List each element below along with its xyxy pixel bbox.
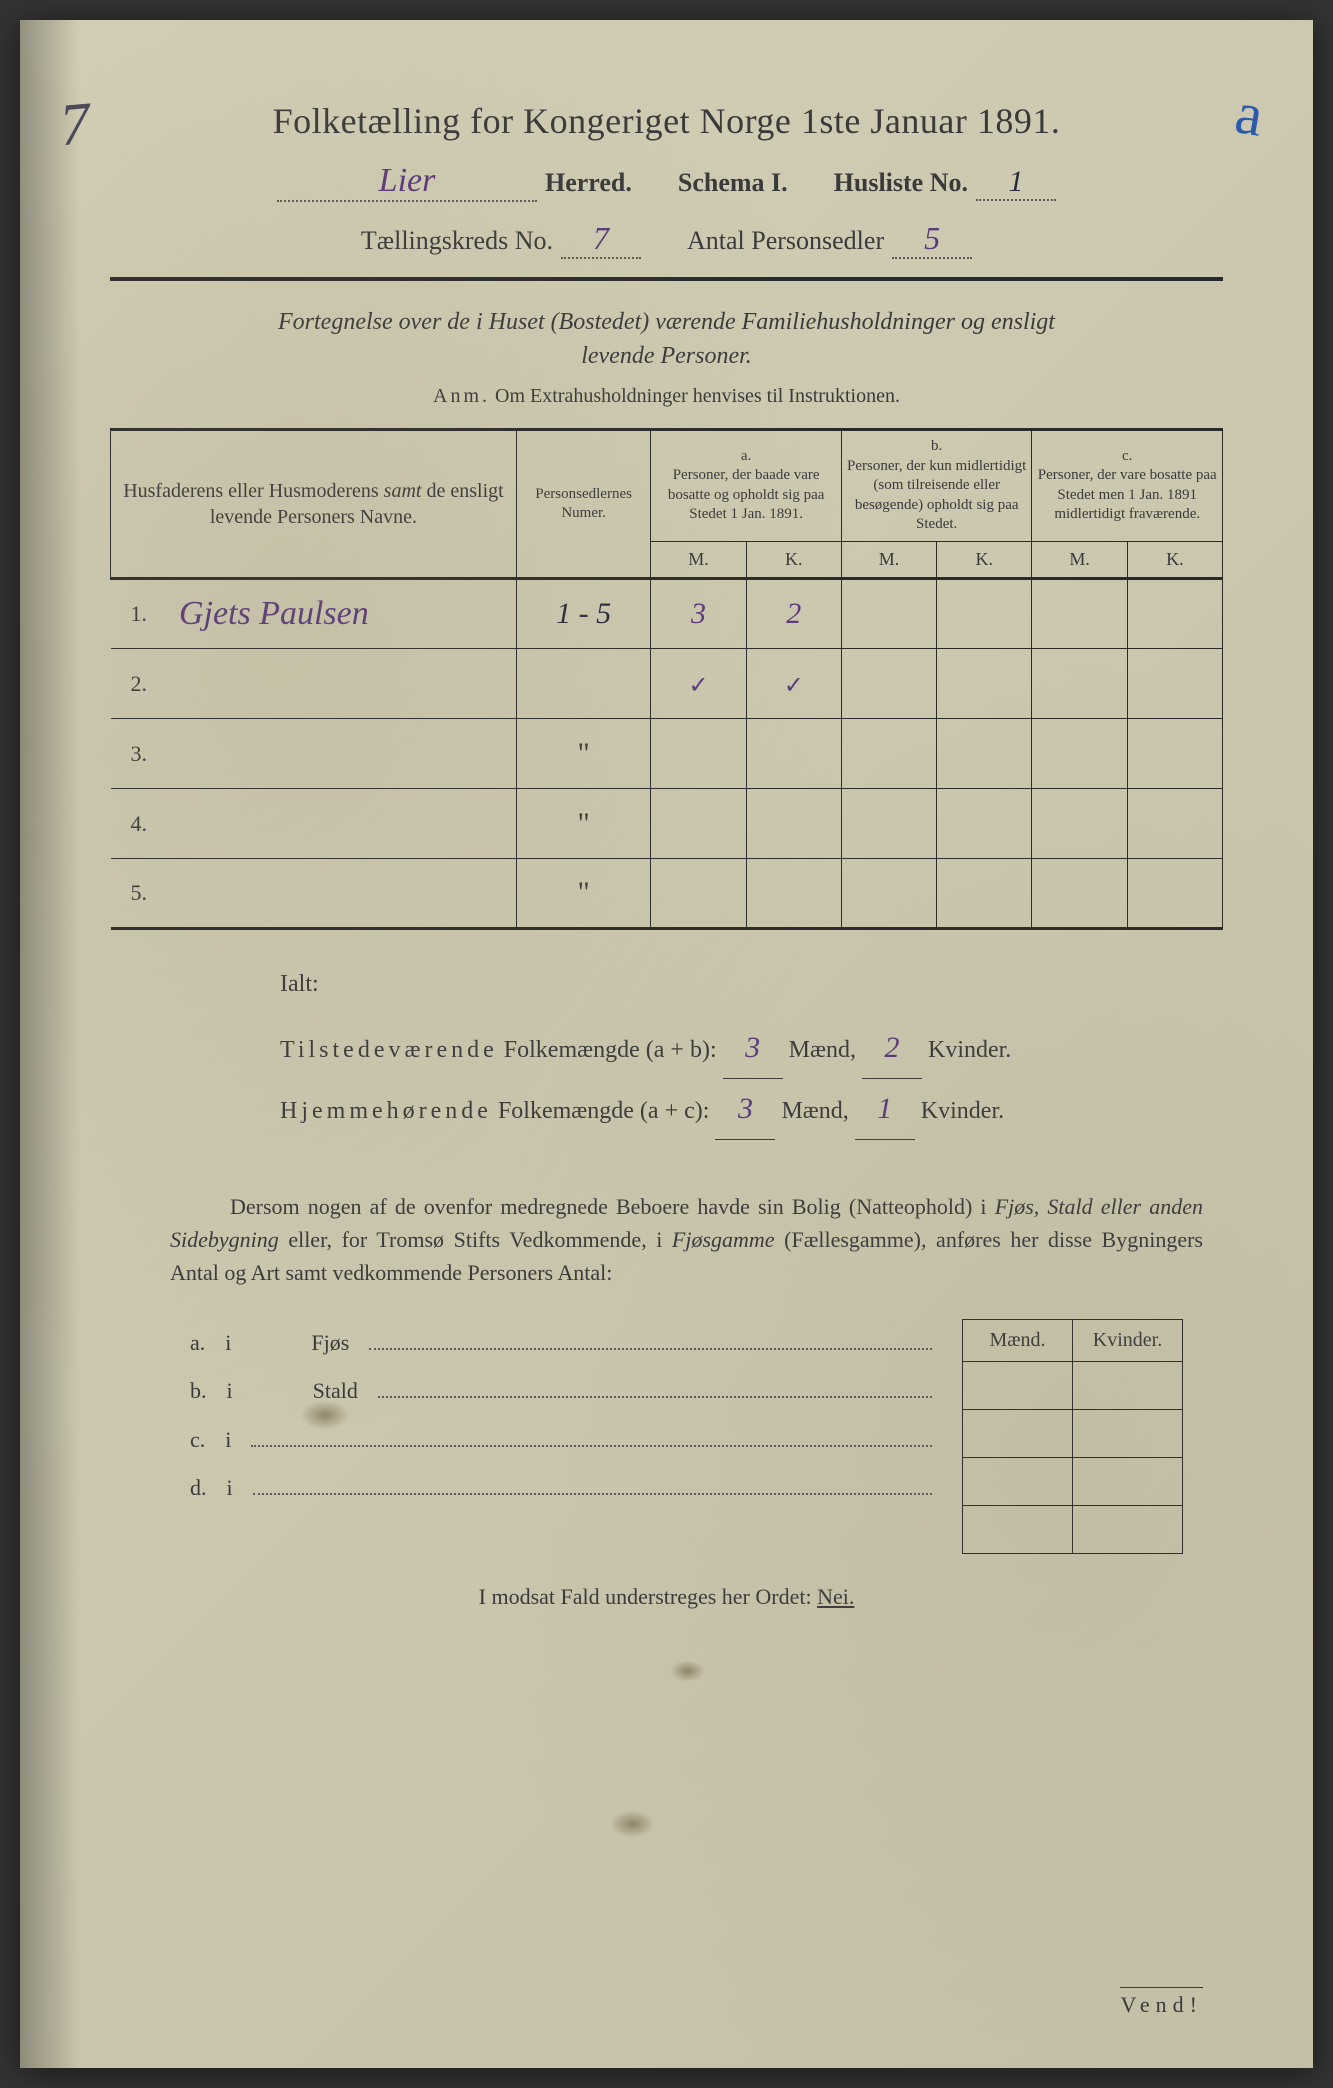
paper-stain [670,1660,705,1682]
table-row: 2. ✓ ✓ [111,649,1223,719]
main-table: Husfaderens eller Husmoderens samt de en… [110,428,1223,930]
totals-line-present: Tilstedeværende Folkemængde (a + b): 3 M… [280,1018,1223,1079]
mk-k-header: Kvinder. [1073,1320,1183,1362]
intro-text: Fortegnelse over de i Huset (Bostedet) v… [110,306,1223,373]
kreds-label: Tællingskreds No. [361,226,553,256]
c-m-header: M. [1032,541,1127,578]
footer-line: I modsat Fald understreges her Ordet: Ne… [110,1584,1223,1610]
paper-stain [610,1810,655,1838]
antal-value: 5 [892,220,972,259]
antal-label: Antal Personsedler [687,226,884,256]
kreds-value: 7 [561,220,641,259]
side-row: a. i Fjøs [190,1319,932,1367]
intro-line1: Fortegnelse over de i Huset (Bostedet) v… [278,309,1055,335]
a-k-header: K. [746,541,841,578]
side-list: a. i Fjøs b. i Stald c. i d. i [190,1319,932,1554]
anm-body: Om Extrahusholdninger henvises til Instr… [495,385,900,407]
present-m: 3 [723,1018,783,1079]
side-row: b. i Stald [190,1367,932,1415]
b-k-header: K. [937,541,1032,578]
side-row: d. i [190,1464,932,1512]
totals-block: Ialt: Tilstedeværende Folkemængde (a + b… [280,960,1223,1140]
divider-rule [110,277,1223,281]
kreds-row: Tællingskreds No. 7 Antal Personsedler 5 [110,220,1223,259]
present-k: 2 [862,1018,922,1079]
resident-k: 1 [855,1079,915,1140]
b-m-header: M. [841,541,936,578]
col-names-header: Husfaderens eller Husmoderens samt de en… [111,430,517,579]
col-c-header: c. Personer, der vare bosatte paa Stedet… [1032,430,1223,542]
husliste-value: 1 [976,165,1056,201]
nei-underlined: Nei. [817,1584,854,1609]
anm-text: Anm. Om Extrahusholdninger henvises til … [110,385,1223,408]
table-row: 3. " [111,719,1223,789]
resident-m: 3 [715,1079,775,1140]
page-title: Folketælling for Kongeriget Norge 1ste J… [110,100,1223,142]
side-row: c. i [190,1416,932,1464]
paragraph-text: Dersom nogen af de ovenfor medregnede Be… [170,1190,1203,1289]
herreds-row: Lier Herred. Schema I. Husliste No. 1 [110,162,1223,202]
mk-m-header: Mænd. [963,1320,1073,1362]
intro-line2: levende Personer. [581,343,752,369]
totals-line-resident: Hjemmehørende Folkemængde (a + c): 3 Mæn… [280,1079,1223,1140]
husliste-label: Husliste No. [834,168,968,198]
herreds-label: Herred. [545,168,632,198]
corner-mark-right: a [1231,78,1269,151]
vendi-label: Vend! [1120,1987,1203,2018]
table-row: 1. Gjets Paulsen 1 - 5 3 2 [111,579,1223,649]
anm-label: Anm. [433,385,490,407]
schema-label: Schema I. [678,168,788,198]
herreds-value: Lier [277,162,537,202]
col-a-header: a. Personer, der baade vare bosatte og o… [651,430,842,542]
row-name: Gjets Paulsen [179,595,369,632]
left-edge-shadow [20,20,80,2068]
mk-table: Mænd. Kvinder. [962,1319,1183,1554]
side-buildings-block: a. i Fjøs b. i Stald c. i d. i [190,1319,1183,1554]
c-k-header: K. [1127,541,1222,578]
col-num-header: Personsedlernes Numer. [516,430,650,579]
table-row: 5. " [111,859,1223,929]
table-body: 1. Gjets Paulsen 1 - 5 3 2 2. ✓ ✓ [111,579,1223,929]
ialt-label: Ialt: [280,960,1223,1008]
census-form-page: 7 a Folketælling for Kongeriget Norge 1s… [20,20,1313,2068]
col-b-header: b. Personer, der kun midlertidigt (som t… [841,430,1032,542]
a-m-header: M. [651,541,746,578]
corner-mark-left: 7 [57,89,93,160]
table-row: 4. " [111,789,1223,859]
